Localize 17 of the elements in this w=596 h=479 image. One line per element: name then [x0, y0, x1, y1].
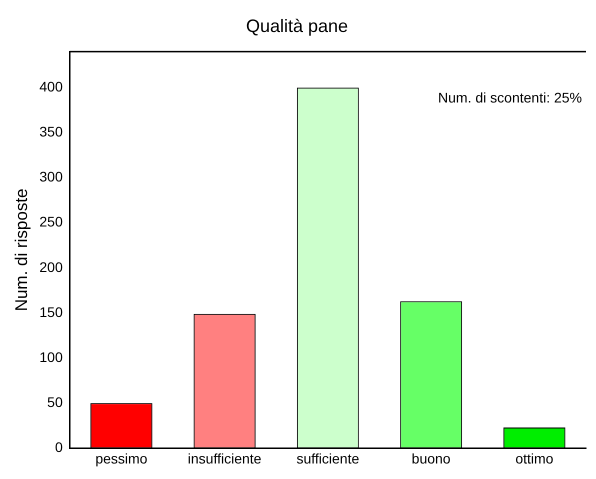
x-tick-label: pessimo	[95, 450, 148, 466]
y-axis-title: Num. di risposte	[12, 188, 31, 312]
y-tick-label: 300	[39, 168, 63, 185]
x-tick-label: buono	[412, 450, 451, 466]
x-tick-label: ottimo	[515, 450, 554, 466]
y-tick-label: 350	[39, 124, 63, 140]
y-tick-label: 200	[39, 258, 63, 275]
y-tick-label: 400	[39, 78, 63, 95]
x-tick-label: insufficiente	[188, 450, 262, 466]
chart-title: Qualità pane	[246, 16, 348, 36]
x-tick-label: sufficiente	[296, 450, 360, 466]
y-tick-label: 0	[54, 439, 63, 456]
y-tick-label: 250	[39, 214, 63, 230]
y-tick-label: 150	[39, 304, 63, 320]
y-tick-label: 50	[47, 394, 63, 410]
y-tick-label: 100	[39, 348, 63, 365]
annotation: Num. di scontenti: 25%	[438, 89, 582, 106]
